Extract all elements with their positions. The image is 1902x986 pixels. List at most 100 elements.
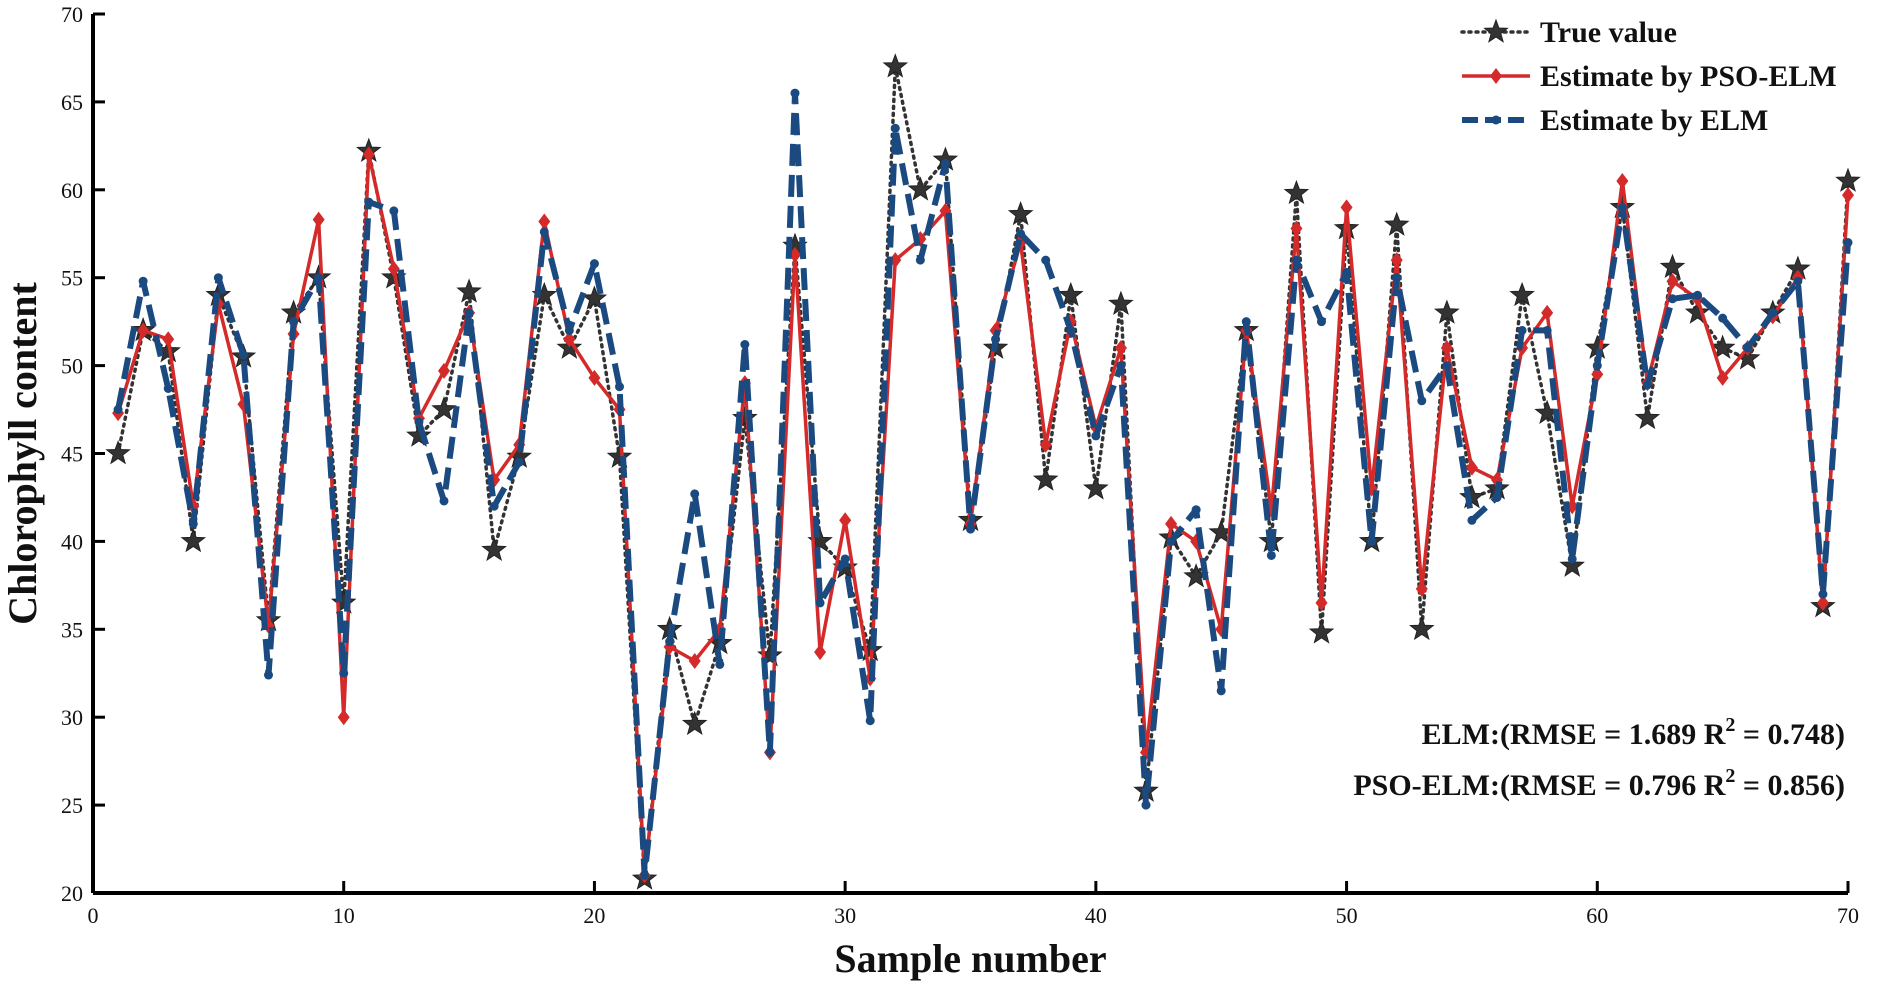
data-point (1668, 294, 1677, 304)
x-axis-title: Sample number (834, 936, 1106, 981)
data-point (1108, 290, 1134, 315)
data-point (337, 709, 350, 726)
data-point (1440, 340, 1453, 357)
data-point (105, 440, 131, 465)
legend-label: Estimate by ELM (1540, 104, 1768, 137)
data-point (162, 331, 175, 348)
data-point (539, 227, 549, 237)
data-point (1007, 200, 1034, 226)
data-point (138, 276, 148, 286)
data-point (213, 273, 223, 283)
data-point (1617, 202, 1627, 212)
data-point (1241, 317, 1251, 327)
data-point (814, 644, 827, 661)
annotation-suffix: = 0.856) (1735, 769, 1845, 802)
data-point (1684, 299, 1711, 324)
data-point (1091, 431, 1101, 441)
data-point (538, 213, 551, 230)
y-tick-label: 35 (61, 617, 83, 642)
data-point (387, 260, 400, 277)
y-tick-label: 40 (61, 529, 83, 554)
data-point (456, 278, 482, 303)
data-point (563, 331, 576, 348)
data-point (1367, 536, 1377, 546)
annotation-prefix: PSO-ELM:(RMSE = 0.796 R (1353, 769, 1725, 802)
data-point (489, 501, 499, 511)
data-point (1693, 290, 1703, 300)
data-point (1842, 187, 1854, 204)
y-tick-label: 45 (61, 442, 83, 467)
data-point (865, 716, 875, 726)
data-point (406, 422, 432, 447)
data-point (1642, 380, 1652, 390)
annotation-prefix: ELM:(RMSE = 1.689 R (1422, 718, 1726, 751)
data-point (757, 642, 783, 667)
data-point (1166, 536, 1176, 546)
data-point (790, 88, 800, 98)
x-tick-label: 10 (333, 903, 355, 928)
data-point (414, 417, 424, 427)
data-point (1415, 580, 1428, 597)
data-point (1116, 361, 1126, 371)
data-point (1592, 361, 1602, 371)
data-point (715, 659, 725, 669)
annotation-superscript: 2 (1725, 765, 1735, 787)
data-point (940, 158, 950, 168)
data-point (688, 652, 701, 669)
data-point (1559, 552, 1585, 577)
data-point (915, 255, 925, 265)
data-point (464, 308, 474, 318)
data-point (137, 322, 150, 339)
data-point (330, 589, 357, 614)
data-point (438, 362, 450, 379)
data-point (882, 53, 909, 78)
legend-entry: Estimate by PSO-ELM (1462, 60, 1837, 93)
data-point (1793, 276, 1803, 286)
y-tick-label: 60 (61, 178, 83, 203)
data-point (1718, 313, 1728, 323)
x-tick-label: 30 (834, 903, 856, 928)
data-point (765, 747, 775, 757)
data-point (431, 396, 457, 421)
legend: True value Estimate by PSO-ELM Estimate by… (1460, 16, 1837, 137)
data-point (364, 197, 374, 207)
data-point (1541, 304, 1554, 321)
data-point (1058, 281, 1084, 307)
data-point (1634, 404, 1661, 430)
data-point (1083, 475, 1109, 500)
x-tick-label: 40 (1085, 903, 1107, 928)
data-point (1417, 396, 1427, 406)
data-point (681, 710, 708, 736)
data-point (1517, 325, 1527, 335)
data-point (1666, 273, 1679, 290)
legend-label: True value (1540, 16, 1677, 49)
metrics-annotations: ELM:(RMSE = 1.689 R2 = 0.748)PSO-ELM:(RM… (1353, 714, 1845, 802)
data-point (113, 405, 123, 415)
data-point (1016, 229, 1026, 239)
data-point (1141, 800, 1151, 810)
legend-entry: True value (1460, 16, 1677, 49)
x-tick-label: 20 (583, 903, 605, 928)
data-point (1835, 167, 1861, 192)
data-point (1308, 619, 1335, 644)
data-point (1442, 361, 1452, 371)
data-point (1743, 343, 1753, 353)
data-point (740, 340, 750, 350)
data-point (1114, 340, 1127, 357)
data-point (1165, 515, 1178, 532)
data-point (314, 273, 324, 283)
data-point (1039, 436, 1052, 453)
data-point (1483, 18, 1509, 43)
data-point (1216, 686, 1226, 696)
data-point (1434, 299, 1460, 324)
series-estimate-by-elm (113, 88, 1853, 880)
data-point (1315, 594, 1328, 611)
data-point (1291, 255, 1301, 265)
data-point (289, 317, 299, 327)
y-axis-title: Chlorophyll content (0, 282, 45, 625)
data-point (789, 246, 801, 263)
data-point (1283, 179, 1310, 205)
x-tick-label: 60 (1586, 903, 1608, 928)
data-point (312, 211, 325, 228)
